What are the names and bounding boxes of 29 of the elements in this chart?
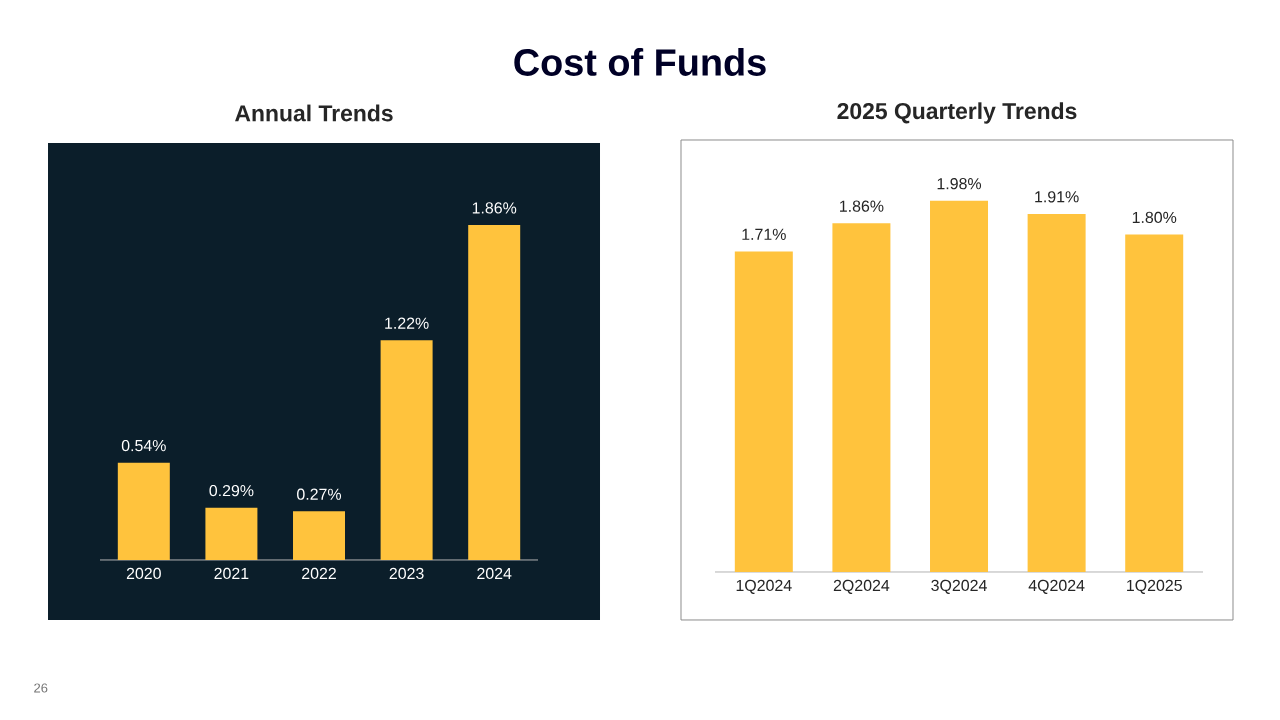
data-label: 1.91% xyxy=(1035,191,1079,203)
data-label: 1.86% xyxy=(840,200,884,212)
data-label: 1.98% xyxy=(937,178,982,190)
data-label: 1.80% xyxy=(1132,211,1177,224)
bar xyxy=(468,225,521,560)
x-tick-label: 1Q2024 xyxy=(736,579,792,594)
text: 26 xyxy=(34,683,48,693)
data-label: 0.29% xyxy=(209,484,254,497)
bar xyxy=(380,340,433,560)
x-tick-label: 3Q2024 xyxy=(931,579,987,594)
x-tick-label: 2021 xyxy=(214,567,249,580)
chart-subtitle: Annual Trends xyxy=(235,104,393,122)
x-tick-label: 1Q2025 xyxy=(1127,579,1182,594)
chart-title: 2025 Quarterly Trends xyxy=(837,102,1077,124)
bar xyxy=(205,507,258,560)
data-label: 1.22% xyxy=(385,317,429,329)
x-tick-label: 2023 xyxy=(389,567,424,580)
x-tick-label: 2020 xyxy=(126,567,161,580)
text: Cost of Funds xyxy=(514,48,766,76)
data-label: 1.71% xyxy=(742,228,786,240)
x-tick-label: 2Q2024 xyxy=(833,579,890,594)
bar xyxy=(117,462,170,560)
data-label: 1.86% xyxy=(472,202,517,214)
x-tick-label: 4Q2024 xyxy=(1028,579,1085,594)
x-tick-label: 2024 xyxy=(477,567,512,580)
x-tick-label: 2022 xyxy=(302,567,336,580)
bar xyxy=(293,511,346,560)
data-label: 0.54% xyxy=(121,439,166,452)
data-label: 0.27% xyxy=(297,488,342,500)
